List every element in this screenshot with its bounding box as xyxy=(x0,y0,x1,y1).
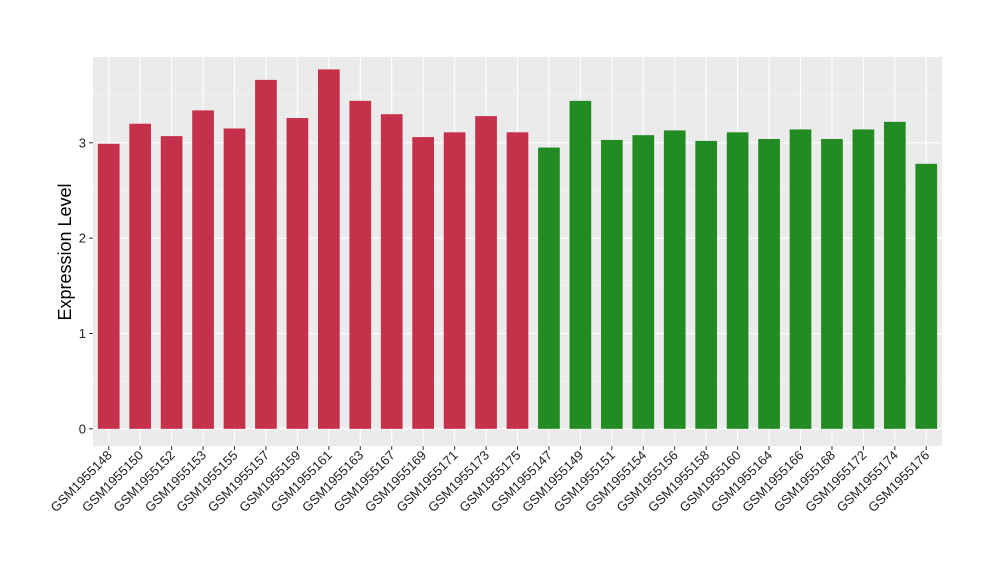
bar-GSM1955156 xyxy=(663,130,686,429)
y-axis-ticks: 0 1 2 3 xyxy=(79,135,93,436)
bar-GSM1955171 xyxy=(443,132,466,429)
bar-GSM1955148 xyxy=(97,143,120,429)
y-tick-label: 1 xyxy=(79,326,86,341)
bar-GSM1955158 xyxy=(695,140,718,429)
bar-GSM1955147 xyxy=(538,147,560,429)
bar-GSM1955159 xyxy=(286,118,309,429)
bar-GSM1955164 xyxy=(758,138,780,429)
x-axis-ticks: GSM1955148GSM1955150GSM1955152GSM1955153… xyxy=(48,446,932,515)
bar-GSM1955163 xyxy=(349,100,372,429)
bar-GSM1955154 xyxy=(632,135,655,429)
bar-GSM1955160 xyxy=(726,132,749,429)
bar-GSM1955161 xyxy=(317,69,340,429)
bar-GSM1955167 xyxy=(380,114,403,429)
bar-GSM1955153 xyxy=(192,110,214,429)
bar-GSM1955174 xyxy=(883,121,906,429)
bar-GSM1955169 xyxy=(412,137,435,429)
y-axis-title: Expression Level xyxy=(55,183,75,320)
bars xyxy=(97,69,938,429)
bar-GSM1955152 xyxy=(160,136,183,429)
y-tick-label: 2 xyxy=(79,231,86,246)
bar-GSM1955176 xyxy=(915,163,938,429)
bar-GSM1955155 xyxy=(223,128,246,429)
bar-GSM1955166 xyxy=(789,129,812,429)
bar-GSM1955173 xyxy=(475,116,497,429)
bar-GSM1955168 xyxy=(821,138,843,429)
bar-GSM1955175 xyxy=(506,132,529,429)
bar-GSM1955150 xyxy=(129,123,152,429)
bar-GSM1955157 xyxy=(255,79,277,429)
bar-GSM1955151 xyxy=(600,139,623,429)
bar-GSM1955172 xyxy=(852,129,875,429)
y-tick-label: 3 xyxy=(79,135,86,150)
bar-GSM1955149 xyxy=(569,100,592,429)
y-tick-label: 0 xyxy=(79,421,86,436)
